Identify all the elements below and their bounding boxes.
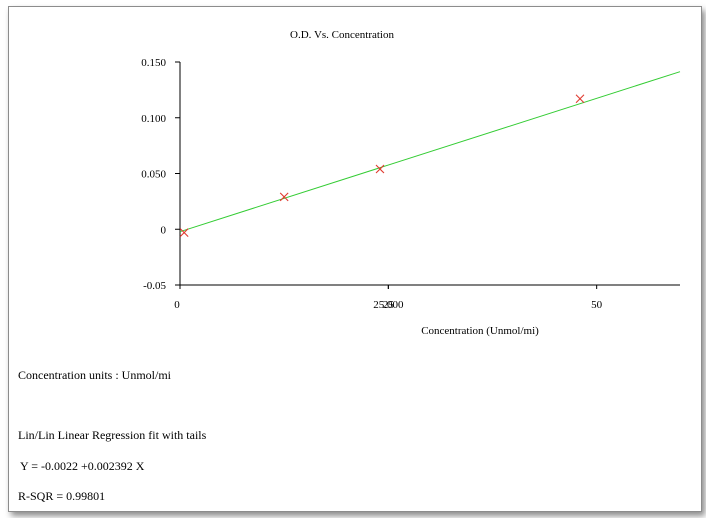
fit-method-text: Lin/Lin Linear Regression fit with tails	[18, 428, 207, 442]
data-point	[179, 228, 189, 237]
regression-equation-text: Y = -0.0022 +0.002392 X	[20, 459, 145, 473]
concentration-units-text: Concentration units : Unmol/mi	[18, 368, 171, 382]
x-tick-label: 0	[174, 299, 180, 311]
y-tick-label: -0.05	[143, 280, 166, 292]
chart-title: O.D. Vs. Concentration	[290, 29, 394, 41]
r-squared-text: R-SQR = 0.99801	[18, 489, 106, 503]
y-tick-label: 0.050	[141, 169, 166, 181]
y-tick-label: 0	[161, 224, 167, 236]
y-tick-label: 0.100	[141, 113, 166, 125]
y-tick-label: 0.150	[141, 57, 166, 69]
x-axis-title: Concentration (Unmol/mi)	[421, 325, 539, 337]
x-tick-label: 25	[383, 299, 395, 311]
chart-frame	[8, 6, 702, 512]
data-point	[279, 192, 289, 202]
data-point	[375, 164, 385, 174]
x-tick-label: 25.000	[373, 299, 404, 311]
data-point	[575, 94, 585, 104]
x-tick-label: 50	[591, 299, 603, 311]
regression-fit-line	[179, 71, 681, 233]
